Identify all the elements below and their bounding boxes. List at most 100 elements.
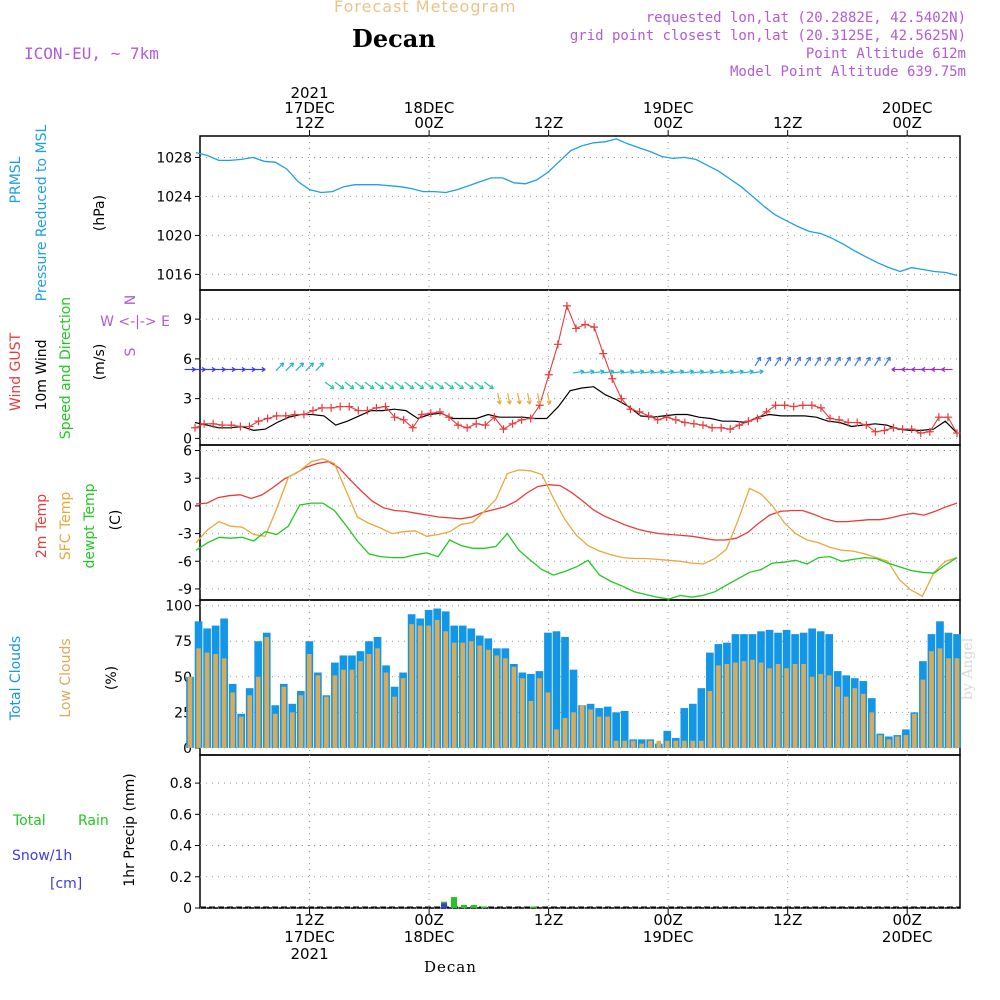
point-altitude: Point Altitude 612m: [805, 46, 966, 62]
gust-marker: [417, 410, 426, 419]
wind-arrow-head: [609, 369, 615, 375]
gust-marker: [689, 419, 698, 428]
low-cloud-bar: [860, 693, 866, 748]
top-time-label: 12Z: [295, 114, 324, 132]
wind-arrow-head: [619, 369, 625, 375]
wind-arrow-head: [349, 384, 355, 390]
gust-marker: [862, 421, 871, 430]
gust-marker: [653, 415, 662, 424]
wind-arrow-shaft: [414, 381, 424, 390]
total-cloud-bar: [663, 730, 672, 748]
gust-marker: [236, 422, 245, 431]
wind-arrow-shaft: [742, 370, 754, 374]
bottom-time-label: 12Z: [534, 911, 563, 929]
low-cloud-bar: [238, 716, 244, 748]
low-cloud-bar: [682, 740, 687, 748]
wind-arrow: [764, 356, 772, 367]
wind-arrow: [394, 381, 405, 390]
wind-arrow-head: [786, 356, 792, 362]
gust-marker: [617, 394, 626, 403]
wind-arrow-head: [901, 366, 906, 373]
low-clouds-label: Low Clouds: [58, 638, 74, 717]
wind-arrow-shaft: [344, 381, 355, 390]
wind-arrow-shaft: [285, 362, 294, 372]
gust-marker: [272, 411, 281, 420]
top-time-label: 2021: [290, 84, 328, 102]
gust-marker: [590, 323, 599, 332]
wind-arrow: [244, 366, 256, 373]
gust-marker: [708, 423, 717, 432]
wind-arrow: [204, 366, 216, 373]
gust-marker: [726, 425, 735, 434]
temp-dewpt-line: [195, 502, 958, 600]
total-clouds-label: Total Clouds: [8, 636, 24, 721]
clouds-unit: (%): [104, 666, 120, 690]
gust-marker: [390, 413, 399, 422]
wind-arrow-head: [729, 369, 734, 375]
total-cloud-bar: [552, 631, 561, 748]
wind-arrow: [254, 366, 266, 373]
gust-marker: [435, 407, 444, 416]
low-cloud-bar: [443, 631, 449, 748]
low-cloud-bar: [528, 700, 534, 748]
wind-arrow: [424, 381, 435, 390]
wind-arrow-head: [459, 384, 464, 390]
y-tick-label: 0: [183, 499, 192, 515]
gust-marker: [227, 421, 236, 430]
wind-arrow-head: [429, 384, 435, 390]
wind-arrow-shaft: [612, 370, 624, 374]
wind-arrow-shaft: [434, 381, 444, 390]
gust-marker: [363, 406, 372, 415]
gust-marker: [662, 413, 671, 422]
wind-arrow: [742, 369, 754, 375]
gust-marker: [853, 418, 862, 427]
low-cloud-bar: [767, 668, 772, 748]
wind-arrow-shaft: [497, 393, 501, 405]
wind-arrow: [234, 366, 246, 373]
bottom-time-label: 18DEC: [404, 928, 455, 946]
wind-arrow: [662, 369, 675, 375]
wind-arrow-head: [931, 366, 936, 373]
bottom-time-label: 12Z: [773, 911, 802, 929]
footer-location: Decan: [424, 958, 477, 976]
wind-arrow: [285, 362, 295, 372]
top-time-label: 18DEC: [404, 99, 455, 117]
gust-marker: [263, 414, 272, 423]
y-tick-label: 1016: [156, 267, 192, 283]
wind-arrow-shaft: [374, 381, 385, 390]
gust-marker: [680, 418, 689, 427]
low-cloud-bar: [622, 740, 627, 748]
gust-marker: [898, 425, 907, 434]
direction-label: Speed and Direction: [58, 297, 74, 439]
wind-arrow: [702, 369, 714, 375]
low-cloud-bar: [912, 713, 917, 748]
wind-arrow: [474, 381, 484, 390]
wind-arrow-head: [836, 356, 841, 362]
y-tick-label: 0.4: [170, 839, 192, 855]
gust-marker: [553, 340, 562, 349]
low-cloud-bar: [341, 669, 346, 748]
wind-arrow: [582, 369, 595, 375]
gust-marker: [816, 403, 825, 412]
snow-bar: [441, 903, 448, 908]
wind-arrow-shaft: [752, 370, 764, 374]
wind-arrow: [692, 369, 704, 375]
low-cloud-bar: [511, 666, 517, 748]
bottom-time-label: 17DEC: [284, 928, 335, 946]
wind-arrow-shaft: [692, 370, 704, 374]
wind-arrow: [804, 356, 811, 367]
gust-marker: [907, 425, 916, 434]
low-cloud-bar: [690, 740, 696, 748]
top-time-label: 00Z: [653, 114, 682, 132]
pressure-label-2: Pressure Reduced to MSL: [34, 124, 50, 301]
low-cloud-bar: [664, 740, 670, 748]
gust-marker: [807, 401, 816, 410]
wind-arrow: [305, 362, 315, 372]
wind-arrow-head: [719, 369, 724, 375]
wind-arrow-head: [339, 384, 345, 390]
wind-arrow-shaft: [517, 393, 521, 405]
wind-arrow-shaft: [722, 370, 734, 374]
wind-arrow-head: [309, 362, 315, 368]
gust-marker: [463, 423, 472, 432]
wind-arrow: [592, 369, 605, 375]
